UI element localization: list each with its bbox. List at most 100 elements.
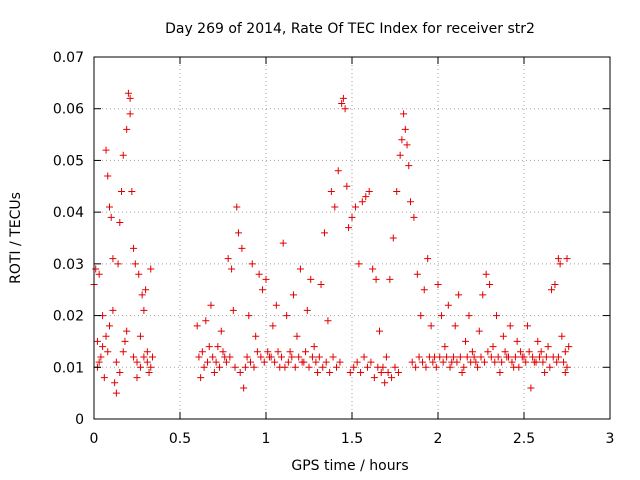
data-point: [527, 384, 535, 392]
data-point: [298, 358, 306, 366]
data-point: [498, 358, 506, 366]
data-point: [112, 358, 120, 366]
data-point: [553, 358, 561, 366]
data-point: [121, 337, 129, 345]
data-point: [358, 198, 366, 206]
data-point: [554, 353, 562, 361]
data-point: [396, 151, 404, 159]
data-point: [367, 358, 375, 366]
data-point: [455, 291, 463, 299]
data-point: [198, 348, 206, 356]
y-tick-label: 0: [75, 412, 84, 428]
data-point: [381, 379, 389, 387]
data-point: [542, 353, 550, 361]
data-point: [539, 358, 547, 366]
data-point: [92, 265, 100, 273]
y-tick-label: 0.05: [53, 153, 84, 169]
x-axis-label: GPS time / hours: [291, 458, 408, 474]
data-point: [365, 187, 373, 195]
data-point: [102, 332, 110, 340]
data-point: [480, 358, 488, 366]
data-point: [109, 255, 117, 263]
data-point: [329, 353, 337, 361]
data-point: [369, 265, 377, 273]
data-point: [322, 358, 330, 366]
data-point: [377, 368, 385, 376]
data-point: [291, 363, 299, 371]
data-point: [267, 353, 275, 361]
data-point: [296, 265, 304, 273]
data-point: [126, 94, 134, 102]
data-point: [147, 265, 155, 273]
data-point: [193, 322, 201, 330]
data-point: [241, 363, 249, 371]
data-point: [458, 368, 466, 376]
data-point: [446, 363, 454, 371]
data-point: [546, 363, 554, 371]
data-point: [102, 146, 110, 154]
data-point: [386, 275, 394, 283]
data-point: [345, 224, 353, 232]
data-point: [143, 348, 151, 356]
data-point: [501, 348, 509, 356]
data-point: [116, 368, 124, 376]
data-point: [372, 275, 380, 283]
data-point: [467, 358, 475, 366]
data-point: [226, 353, 234, 361]
data-point: [522, 358, 530, 366]
data-point: [142, 286, 150, 294]
data-point: [130, 353, 138, 361]
data-point: [465, 312, 473, 320]
data-point: [114, 260, 122, 268]
grid-lines: [94, 57, 610, 419]
data-point: [124, 89, 132, 97]
data-point: [506, 322, 514, 330]
y-tick-label: 0.01: [53, 360, 84, 376]
data-point: [116, 218, 124, 226]
data-point: [105, 203, 113, 211]
data-point: [250, 363, 258, 371]
data-point: [561, 368, 569, 376]
data-point: [138, 291, 146, 299]
data-point: [248, 260, 256, 268]
data-point: [245, 312, 253, 320]
data-point: [529, 353, 537, 361]
data-point: [295, 353, 303, 361]
data-point: [487, 353, 495, 361]
data-point: [376, 327, 384, 335]
data-point: [406, 198, 414, 206]
data-point: [100, 374, 108, 382]
data-point: [307, 275, 315, 283]
data-point: [456, 353, 464, 361]
data-point: [283, 312, 291, 320]
data-point: [470, 353, 478, 361]
data-point: [437, 312, 445, 320]
data-point: [554, 255, 562, 263]
data-point: [374, 363, 382, 371]
data-point: [252, 332, 260, 340]
data-point: [482, 270, 490, 278]
data-point: [143, 358, 151, 366]
data-point: [317, 281, 325, 289]
data-point: [525, 348, 533, 356]
data-point: [136, 332, 144, 340]
data-point: [382, 353, 390, 361]
data-point: [133, 374, 141, 382]
data-point: [468, 348, 476, 356]
data-point: [443, 353, 451, 361]
y-tick-label: 0.03: [53, 257, 84, 273]
data-point: [260, 358, 268, 366]
data-point: [224, 255, 232, 263]
data-point: [357, 368, 365, 376]
data-point: [288, 353, 296, 361]
data-point: [370, 374, 378, 382]
data-point: [274, 348, 282, 356]
data-point: [412, 363, 420, 371]
data-point: [95, 358, 103, 366]
x-tick-label: 1.5: [341, 431, 363, 447]
data-point: [243, 353, 251, 361]
data-point: [391, 363, 399, 371]
data-point: [400, 110, 408, 118]
data-point: [314, 368, 322, 376]
data-point: [405, 162, 413, 170]
